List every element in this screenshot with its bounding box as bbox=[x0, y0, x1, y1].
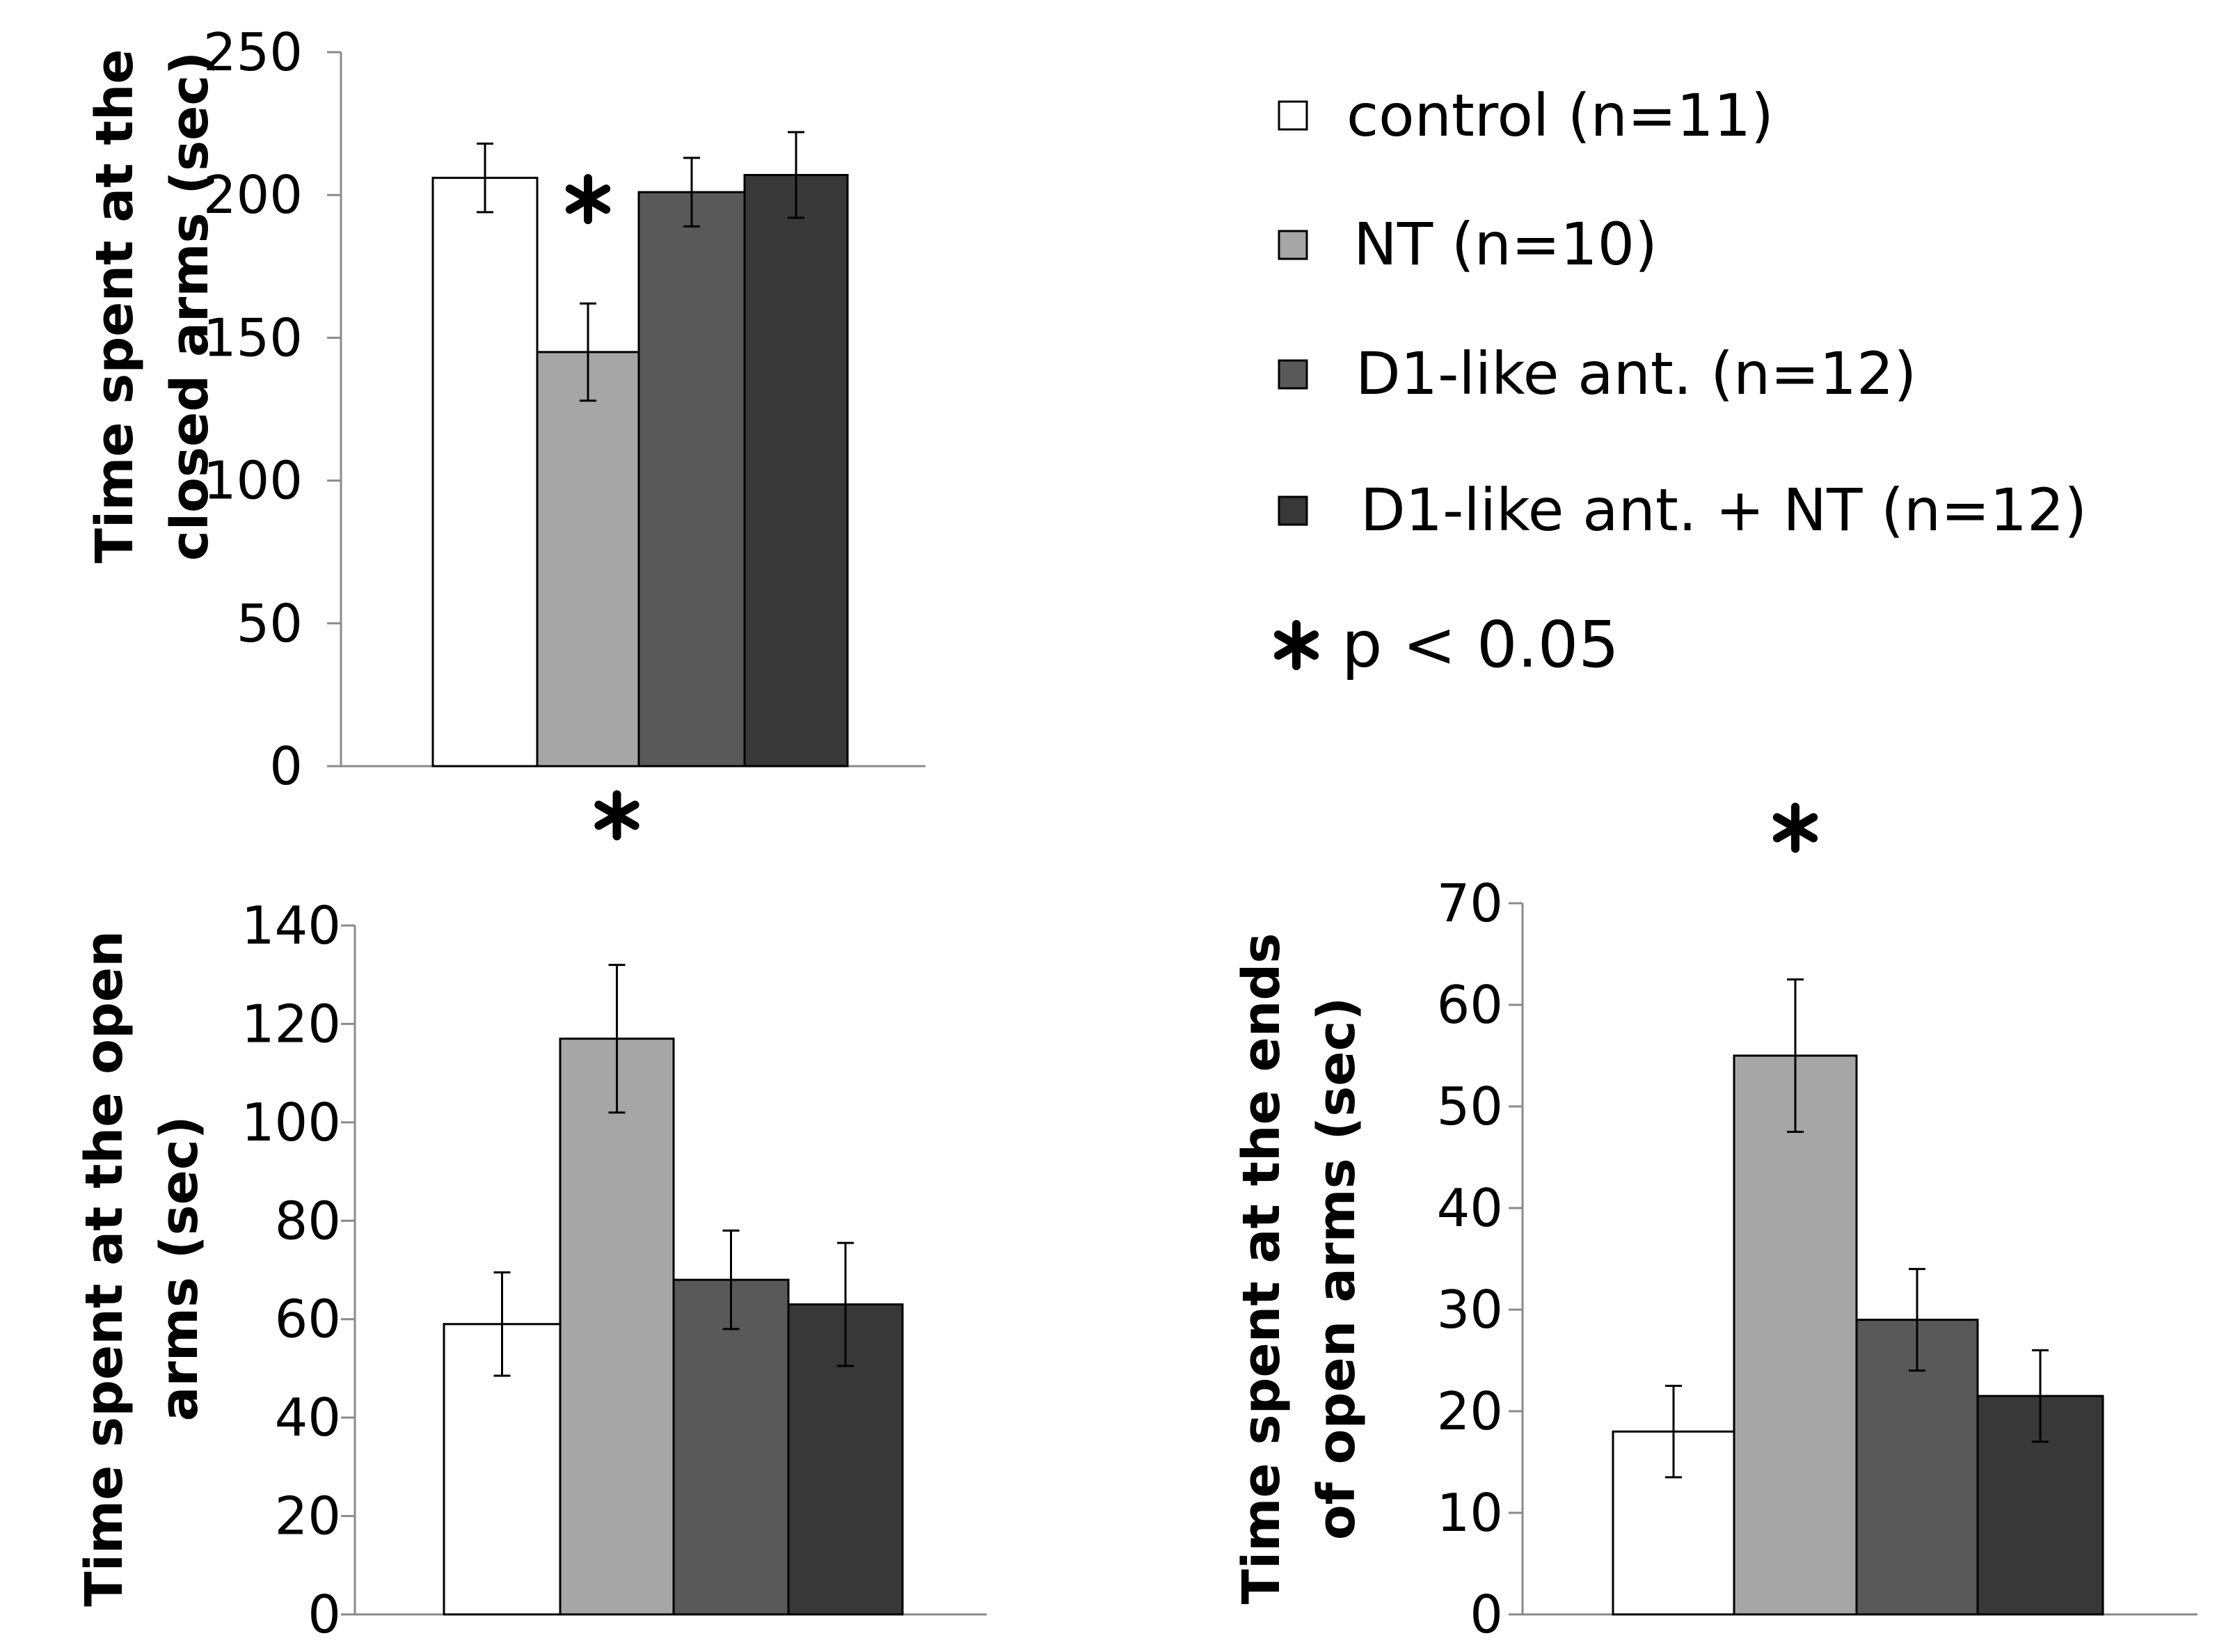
legend-label-control: control (n=11) bbox=[1346, 81, 1774, 150]
bar-control-n-11 bbox=[431, 177, 539, 768]
significance-asterisk-icon bbox=[1772, 802, 1818, 853]
bar-d1-like-ant-n-12 bbox=[672, 1278, 790, 1616]
legend-label-d1-antagonist: D1-like ant. (n=12) bbox=[1356, 340, 1916, 408]
y-tick-label: 60 bbox=[1437, 974, 1503, 1035]
open-arms-chart: 0 20 40 60 80 100 120 140 Time spent at the open… bbox=[74, 790, 987, 1645]
y-tick-label: 50 bbox=[1437, 1076, 1503, 1137]
legend-label-d1-antagonist-plus-nt: D1-like ant. + NT (n=12) bbox=[1360, 476, 2087, 544]
significance-label: p < 0.05 bbox=[1342, 607, 1619, 682]
y-axis-label: Time spent at the open arms (sec) bbox=[74, 930, 209, 1607]
legend-significance: p < 0.05 bbox=[1274, 607, 1619, 682]
bar-nt-n-10 bbox=[559, 1038, 675, 1616]
y-tick-label: 150 bbox=[203, 307, 303, 368]
legend-swatch-d1-antagonist-plus-nt bbox=[1278, 495, 1308, 526]
open-arm-ends-chart: 0 10 20 30 40 50 60 70 Time spent at the ends of … bbox=[1232, 802, 2198, 1645]
legend: control (n=11) NT (n=10) D1-like ant. (n… bbox=[1274, 81, 2087, 682]
y-tick-label: 0 bbox=[1470, 1584, 1503, 1645]
legend-swatch-d1-antagonist bbox=[1278, 359, 1308, 390]
y-tick-label: 60 bbox=[275, 1289, 341, 1350]
y-tick-label: 80 bbox=[275, 1190, 341, 1251]
y-tick-label: 200 bbox=[203, 164, 303, 225]
asterisk-icon bbox=[1274, 620, 1319, 670]
significance-asterisk-icon bbox=[565, 174, 611, 225]
bar-d1-like-ant-nt-n-12 bbox=[743, 173, 849, 768]
y-tick-label: 100 bbox=[203, 450, 303, 511]
legend-item-d1-antagonist-plus-nt: D1-like ant. + NT (n=12) bbox=[1278, 476, 2087, 544]
y-tick-label: 40 bbox=[275, 1387, 341, 1448]
legend-item-control: control (n=11) bbox=[1278, 81, 1774, 150]
legend-swatch-nt bbox=[1278, 230, 1308, 260]
y-tick-label: 20 bbox=[275, 1486, 341, 1547]
y-tick-label: 50 bbox=[237, 593, 303, 654]
y-axis-label: Time spent at the closed arms (sec) bbox=[85, 49, 220, 563]
y-tick-label: 250 bbox=[203, 22, 303, 83]
legend-swatch-control bbox=[1278, 100, 1308, 131]
y-tick-label: 10 bbox=[1437, 1482, 1503, 1543]
y-tick-label: 0 bbox=[269, 736, 303, 797]
legend-item-nt: NT (n=10) bbox=[1278, 210, 1658, 278]
y-tick-label: 120 bbox=[241, 993, 341, 1054]
significance-asterisk-icon bbox=[594, 790, 639, 841]
legend-item-d1-antagonist: D1-like ant. (n=12) bbox=[1278, 340, 1916, 408]
y-axis-label: Time spent at the ends of open arms (sec) bbox=[1232, 933, 1367, 1605]
legend-label-nt: NT (n=10) bbox=[1353, 210, 1658, 278]
y-tick-label: 70 bbox=[1437, 873, 1503, 934]
y-tick-label: 0 bbox=[308, 1584, 341, 1645]
bar-d1-like-ant-n-12 bbox=[637, 191, 746, 768]
y-tick-label: 100 bbox=[241, 1092, 341, 1153]
y-tick-label: 20 bbox=[1437, 1381, 1503, 1442]
y-tick-label: 30 bbox=[1437, 1279, 1503, 1340]
y-tick-label: 40 bbox=[1437, 1177, 1503, 1239]
bar-nt-n-10 bbox=[536, 351, 640, 768]
y-tick-label: 140 bbox=[241, 895, 341, 956]
bar-nt-n-10 bbox=[1733, 1054, 1858, 1616]
